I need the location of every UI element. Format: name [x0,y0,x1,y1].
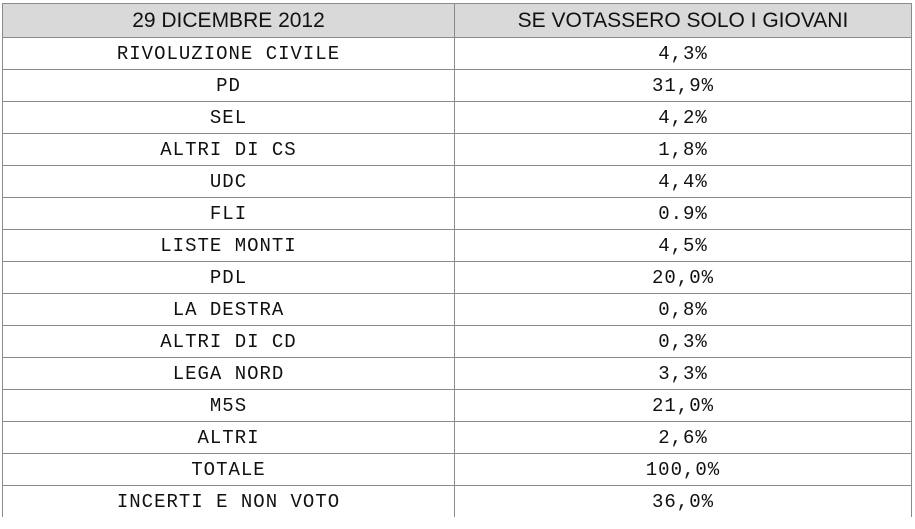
table-row: M5S 21,0% [2,389,912,422]
party-cell: UDC [2,165,455,198]
percentage-cell: 0,8% [454,293,912,326]
percentage-cell: 100,0% [454,453,912,486]
percentage-cell: 1,8% [454,133,912,166]
table-row: ALTRI 2,6% [2,421,912,454]
table-row: ALTRI DI CD 0,3% [2,325,912,358]
table-row: SEL 4,2% [2,101,912,134]
table-row: UDC 4,4% [2,165,912,198]
table-row: PD 31,9% [2,69,912,102]
percentage-cell: 31,9% [454,69,912,102]
table-row: LA DESTRA 0,8% [2,293,912,326]
party-cell: M5S [2,389,455,422]
party-cell: ALTRI [2,421,455,454]
party-cell: INCERTI E NON VOTO [2,485,455,517]
party-cell: LEGA NORD [2,357,455,390]
percentage-cell: 4,3% [454,37,912,70]
young-voters-header: SE VOTASSERO SOLO I GIOVANI [454,3,912,38]
percentage-cell: 4,2% [454,101,912,134]
table-row: LEGA NORD 3,3% [2,357,912,390]
party-cell: SEL [2,101,455,134]
party-cell: LA DESTRA [2,293,455,326]
percentage-cell: 2,6% [454,421,912,454]
percentage-cell: 4,5% [454,229,912,262]
table-body: RIVOLUZIONE CIVILE 4,3% PD 31,9% SEL 4,2… [2,37,912,517]
poll-table: 29 DICEMBRE 2012 SE VOTASSERO SOLO I GIO… [2,3,912,517]
table-row: PDL 20,0% [2,261,912,294]
party-cell: PD [2,69,455,102]
date-header: 29 DICEMBRE 2012 [2,3,455,38]
party-cell: ALTRI DI CD [2,325,455,358]
percentage-cell: 3,3% [454,357,912,390]
party-cell: TOTALE [2,453,455,486]
percentage-cell: 0,3% [454,325,912,358]
party-cell: FLI [2,197,455,230]
percentage-cell: 21,0% [454,389,912,422]
table-header: 29 DICEMBRE 2012 SE VOTASSERO SOLO I GIO… [2,3,912,38]
party-cell: LISTE MONTI [2,229,455,262]
table-row: LISTE MONTI 4,5% [2,229,912,262]
table-row: FLI 0.9% [2,197,912,230]
percentage-cell: 20,0% [454,261,912,294]
party-cell: ALTRI DI CS [2,133,455,166]
total-row: TOTALE 100,0% [2,453,912,486]
party-cell: PDL [2,261,455,294]
table-row: ALTRI DI CS 1,8% [2,133,912,166]
table-row: RIVOLUZIONE CIVILE 4,3% [2,37,912,70]
percentage-cell: 4,4% [454,165,912,198]
undecided-row: INCERTI E NON VOTO 36,0% [2,485,912,517]
percentage-cell: 0.9% [454,197,912,230]
party-cell: RIVOLUZIONE CIVILE [2,37,455,70]
percentage-cell: 36,0% [454,485,912,517]
header-row: 29 DICEMBRE 2012 SE VOTASSERO SOLO I GIO… [2,3,912,38]
